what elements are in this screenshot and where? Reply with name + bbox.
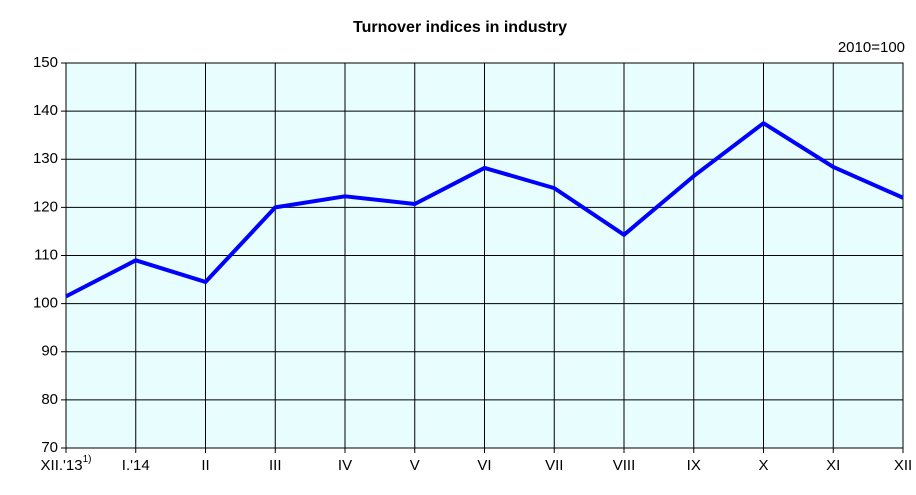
x-tick-label-text: IX [687,457,701,474]
x-tick-label: XI [826,457,840,474]
x-tick-label: VI [477,457,491,474]
y-tick-label: 120 [33,198,58,215]
x-tick-label: V [410,457,420,474]
y-tick-label: 90 [41,343,58,360]
x-tick-label-text: VIII [613,457,636,474]
x-tick-label-text: XI [826,457,840,474]
x-tick-label: III [269,457,282,474]
y-tick-label: 110 [34,246,58,263]
x-tick-label-text: VII [545,457,563,474]
y-tick-label: 130 [33,150,58,167]
x-tick-label: I.'14 [122,457,150,474]
x-tick-label-text: X [758,457,768,474]
x-tick-label: VIII [613,457,636,474]
x-tick-label: X [758,457,768,474]
x-tick-label: IV [338,457,352,474]
annotation: 2010=100 [838,39,905,56]
y-tick-label: 150 [33,54,58,71]
x-tick-label-text: III [269,457,282,474]
y-tick-label: 70 [41,439,58,456]
x-tick-label-text: XII [894,457,912,474]
x-tick-label-text: V [410,457,420,474]
x-tick-label-text: XII.'13 [41,457,83,474]
x-tick-label: VII [545,457,563,474]
data-line [65,121,904,299]
x-tick-label: XII [894,457,912,474]
y-tick-label: 140 [33,102,58,119]
x-tick-label-text: IV [338,457,352,474]
y-tick-label: 100 [33,295,58,312]
chart-title: Turnover indices in industry [353,19,567,36]
x-tick-label: II [201,457,209,474]
x-tick-label: IX [687,457,701,474]
x-tick-label-text: I.'14 [122,457,150,474]
x-tick-label: XII.'131) [41,454,92,474]
footnote-marker: 1) [83,454,92,465]
y-tick-label: 80 [41,391,58,408]
x-tick-label-text: II [201,457,209,474]
x-tick-label-text: VI [477,457,491,474]
